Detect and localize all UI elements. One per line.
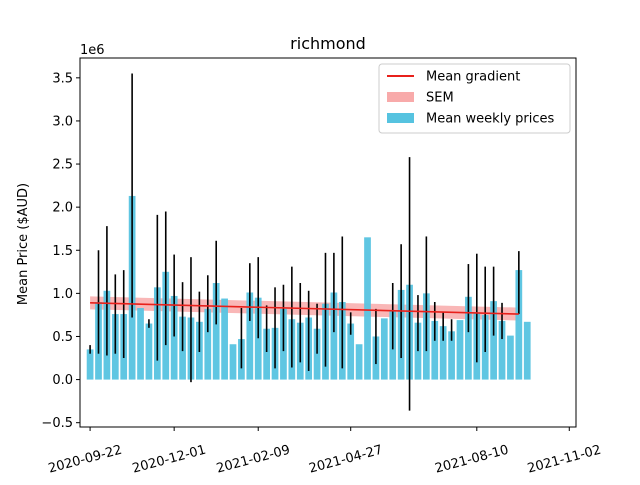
bar (204, 308, 212, 380)
bar (515, 270, 523, 380)
plot-frame (79, 57, 577, 428)
bar (347, 323, 355, 380)
bar (145, 323, 153, 380)
legend-label: Mean gradient (426, 70, 520, 85)
y-tick-label: 3.0 (52, 114, 73, 129)
y-tick-label: 0.5 (52, 330, 73, 345)
trend-line (90, 302, 519, 315)
bar (364, 237, 371, 380)
bar (523, 321, 531, 380)
bar (330, 292, 338, 380)
bar (246, 292, 254, 380)
bar (498, 320, 506, 380)
bar (456, 320, 464, 380)
y-scale-label: 1e6 (80, 43, 105, 58)
bar (490, 301, 497, 380)
bar (212, 283, 220, 380)
y-tick-label: 2.0 (52, 201, 73, 216)
bar (170, 295, 178, 380)
legend: Mean gradient SEM Mean weekly prices (378, 63, 571, 134)
bar (86, 349, 94, 380)
bar (507, 335, 514, 380)
y-tick-label: −0.5 (41, 416, 73, 431)
error-bars-layer (89, 73, 520, 411)
legend-label: SEM (426, 91, 454, 106)
bar (263, 328, 270, 380)
bar (465, 296, 472, 380)
y-axis-label: Mean Price ($AUD) (16, 183, 31, 305)
bar (221, 298, 228, 380)
y-tick-label: 1.0 (52, 287, 73, 302)
legend-swatch-band (387, 92, 414, 102)
bar (431, 320, 439, 380)
bar (229, 344, 237, 380)
trend-line-layer (90, 302, 519, 315)
chart-title: richmond (290, 34, 366, 53)
y-tick-label: 0.0 (52, 373, 73, 388)
bar (355, 344, 363, 380)
bar (380, 318, 388, 380)
legend-swatch-bar (387, 113, 414, 123)
bar (254, 297, 262, 380)
legend-box (378, 63, 571, 134)
y-tick-label: 1.5 (52, 244, 73, 259)
bar (414, 322, 422, 380)
bar (448, 331, 455, 380)
legend-label: Mean weekly prices (426, 112, 555, 127)
bar (137, 308, 144, 380)
y-tick-label: 2.5 (52, 158, 73, 173)
bar (313, 328, 321, 380)
y-tick-label: 3.5 (52, 71, 73, 86)
bar (439, 326, 447, 380)
